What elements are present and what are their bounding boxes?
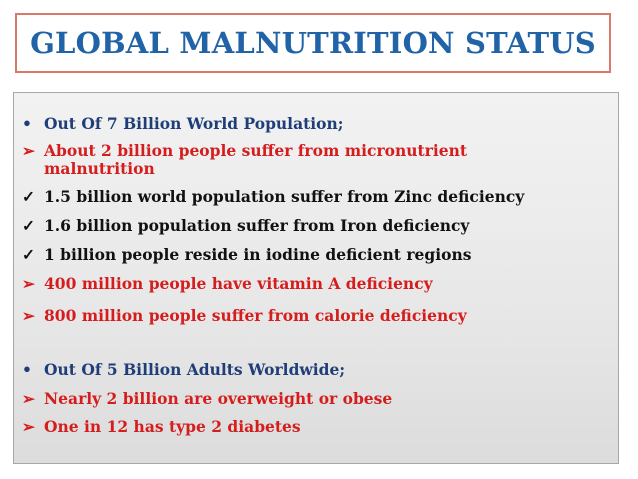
bullet-line: • Out Of 7 Billion World Population; [22, 115, 344, 133]
arrow-bullet-icon: ➢ [22, 306, 35, 325]
arrow-bullet-icon: ➢ [22, 274, 35, 293]
bullet-text: Nearly 2 billion are overweight or obese [44, 389, 393, 408]
bullet-text: Out Of 5 Billion Adults Worldwide; [44, 360, 346, 379]
bullet-line: ➢ Nearly 2 billion are overweight or obes… [22, 390, 392, 408]
bullet-text: Out Of 7 Billion World Population; [44, 114, 344, 133]
bullet-line: ✓ 1.6 billion population suffer from Iron… [22, 217, 469, 235]
bullet-line: ➢ 800 million people suffer from calorie … [22, 307, 467, 325]
arrow-bullet-icon: ➢ [22, 417, 35, 436]
content-box: • Out Of 7 Billion World Population; ➢ Abo… [13, 92, 619, 464]
bullet-line: ➢ One in 12 has type 2 diabetes [22, 418, 301, 436]
bullet-text: 1.5 billion world population suffer from… [44, 187, 525, 206]
check-bullet-icon: ✓ [22, 216, 35, 235]
bullet-line: ➢ About 2 billion people suffer from micr… [22, 142, 467, 160]
bullet-text: malnutrition [44, 159, 155, 178]
bullet-line: ➢ 400 million people have vitamin A defic… [22, 275, 433, 293]
bullet-dot-icon: • [22, 360, 32, 379]
bullet-line-continuation: malnutrition [22, 160, 155, 178]
bullet-text: 1.6 billion population suffer from Iron … [44, 216, 470, 235]
bullet-text: About 2 billion people suffer from micro… [44, 141, 468, 160]
check-bullet-icon: ✓ [22, 245, 35, 264]
arrow-bullet-icon: ➢ [22, 141, 35, 160]
slide-title: GLOBAL MALNUTRITION STATUS [30, 26, 596, 60]
bullet-text: 800 million people suffer from calorie d… [44, 306, 467, 325]
title-box: GLOBAL MALNUTRITION STATUS [15, 13, 611, 73]
bullet-text: One in 12 has type 2 diabetes [44, 417, 301, 436]
bullet-text: 1 billion people reside in iodine defici… [44, 245, 472, 264]
bullet-line: • Out Of 5 Billion Adults Worldwide; [22, 361, 345, 379]
bullet-line: ✓ 1.5 billion world population suffer fro… [22, 188, 524, 206]
check-bullet-icon: ✓ [22, 187, 35, 206]
bullet-text: 400 million people have vitamin A defici… [44, 274, 433, 293]
bullet-line: ✓ 1 billion people reside in iodine defic… [22, 246, 471, 264]
arrow-bullet-icon: ➢ [22, 389, 35, 408]
bullet-dot-icon: • [22, 114, 32, 133]
